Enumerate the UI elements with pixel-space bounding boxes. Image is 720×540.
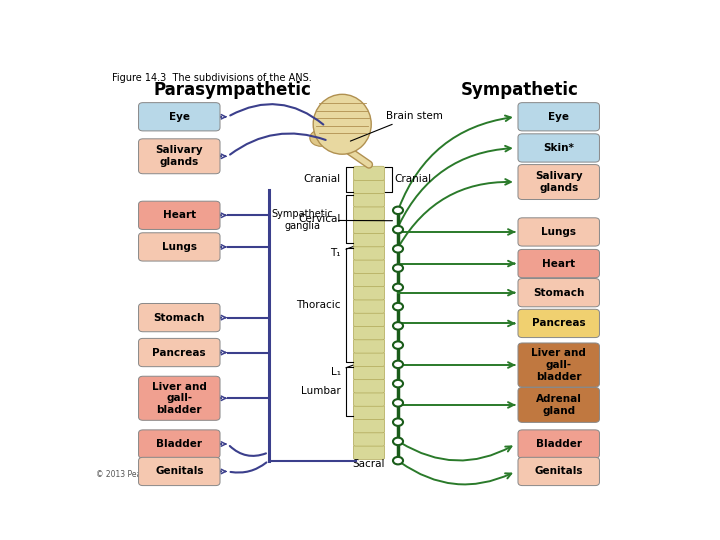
- Text: Genitals: Genitals: [155, 467, 204, 476]
- FancyBboxPatch shape: [138, 233, 220, 261]
- Circle shape: [393, 437, 403, 445]
- Text: Heart: Heart: [163, 210, 196, 220]
- Text: Heart: Heart: [542, 259, 575, 268]
- FancyBboxPatch shape: [138, 376, 220, 420]
- FancyBboxPatch shape: [354, 366, 384, 380]
- FancyBboxPatch shape: [518, 103, 600, 131]
- Circle shape: [393, 303, 403, 310]
- FancyBboxPatch shape: [138, 139, 220, 174]
- Text: Cervical: Cervical: [298, 214, 341, 224]
- FancyBboxPatch shape: [354, 193, 384, 207]
- Ellipse shape: [313, 94, 372, 154]
- Text: Bladder: Bladder: [156, 439, 202, 449]
- Circle shape: [393, 418, 403, 426]
- Text: Sympathetic
ganglia: Sympathetic ganglia: [271, 210, 392, 231]
- FancyBboxPatch shape: [354, 273, 384, 287]
- Text: Cranial: Cranial: [303, 174, 341, 184]
- Circle shape: [393, 341, 403, 349]
- FancyBboxPatch shape: [354, 179, 384, 194]
- FancyBboxPatch shape: [354, 446, 384, 460]
- Text: Stomach: Stomach: [153, 313, 205, 322]
- FancyBboxPatch shape: [518, 134, 600, 162]
- Text: Lungs: Lungs: [162, 242, 197, 252]
- Text: Lumbar: Lumbar: [301, 387, 341, 396]
- FancyBboxPatch shape: [138, 430, 220, 458]
- Text: Cranial: Cranial: [395, 174, 432, 184]
- FancyBboxPatch shape: [354, 418, 384, 433]
- FancyBboxPatch shape: [518, 457, 600, 485]
- FancyBboxPatch shape: [138, 457, 220, 485]
- Text: Pancreas: Pancreas: [153, 348, 206, 357]
- Text: Liver and
gall-
bladder: Liver and gall- bladder: [531, 348, 586, 382]
- FancyBboxPatch shape: [138, 103, 220, 131]
- Text: Parasympathetic: Parasympathetic: [153, 82, 311, 99]
- Text: Figure 14.3  The subdivisions of the ANS.: Figure 14.3 The subdivisions of the ANS.: [112, 73, 312, 83]
- FancyBboxPatch shape: [354, 392, 384, 406]
- FancyBboxPatch shape: [354, 379, 384, 393]
- FancyBboxPatch shape: [354, 219, 384, 233]
- Text: Liver and
gall-
bladder: Liver and gall- bladder: [152, 382, 207, 415]
- Circle shape: [393, 361, 403, 368]
- Text: T₁: T₁: [330, 247, 353, 258]
- FancyBboxPatch shape: [354, 206, 384, 220]
- FancyBboxPatch shape: [354, 299, 384, 313]
- Circle shape: [393, 245, 403, 253]
- FancyBboxPatch shape: [354, 286, 384, 300]
- Circle shape: [393, 380, 403, 387]
- Text: Eye: Eye: [168, 112, 190, 122]
- Text: L₁: L₁: [330, 365, 353, 377]
- FancyBboxPatch shape: [518, 309, 600, 338]
- Circle shape: [393, 265, 403, 272]
- FancyBboxPatch shape: [518, 249, 600, 278]
- FancyBboxPatch shape: [518, 430, 600, 458]
- Text: Sympathetic: Sympathetic: [461, 82, 579, 99]
- Text: Eye: Eye: [548, 112, 570, 122]
- Text: © 2013 Pearson Education, Inc.: © 2013 Pearson Education, Inc.: [96, 469, 217, 478]
- FancyBboxPatch shape: [138, 339, 220, 367]
- FancyBboxPatch shape: [354, 166, 384, 180]
- Text: Pancreas: Pancreas: [532, 319, 585, 328]
- FancyBboxPatch shape: [354, 233, 384, 247]
- Text: Salivary
glands: Salivary glands: [535, 171, 582, 193]
- Text: Skin*: Skin*: [544, 143, 574, 153]
- Text: Adrenal
gland: Adrenal gland: [536, 394, 582, 416]
- Text: Stomach: Stomach: [533, 288, 585, 298]
- FancyBboxPatch shape: [354, 313, 384, 327]
- FancyBboxPatch shape: [518, 343, 600, 387]
- Circle shape: [393, 399, 403, 407]
- FancyBboxPatch shape: [354, 339, 384, 353]
- Text: Bladder: Bladder: [536, 439, 582, 449]
- FancyBboxPatch shape: [518, 279, 600, 307]
- FancyBboxPatch shape: [354, 246, 384, 260]
- Text: Thoracic: Thoracic: [296, 300, 341, 310]
- Text: Sacral: Sacral: [353, 459, 385, 469]
- FancyBboxPatch shape: [518, 218, 600, 246]
- Circle shape: [393, 226, 403, 233]
- Circle shape: [393, 207, 403, 214]
- Circle shape: [393, 322, 403, 329]
- FancyBboxPatch shape: [354, 259, 384, 273]
- Text: Salivary
glands: Salivary glands: [156, 145, 203, 167]
- Text: Genitals: Genitals: [534, 467, 583, 476]
- Text: Brain stem: Brain stem: [351, 111, 443, 141]
- FancyBboxPatch shape: [138, 303, 220, 332]
- FancyBboxPatch shape: [354, 326, 384, 340]
- FancyBboxPatch shape: [518, 165, 600, 199]
- FancyBboxPatch shape: [354, 406, 384, 420]
- FancyBboxPatch shape: [354, 432, 384, 446]
- Text: Lungs: Lungs: [541, 227, 576, 237]
- FancyBboxPatch shape: [518, 388, 600, 422]
- FancyBboxPatch shape: [138, 201, 220, 229]
- Circle shape: [393, 457, 403, 464]
- Circle shape: [393, 284, 403, 291]
- Ellipse shape: [310, 130, 332, 146]
- FancyBboxPatch shape: [354, 352, 384, 366]
